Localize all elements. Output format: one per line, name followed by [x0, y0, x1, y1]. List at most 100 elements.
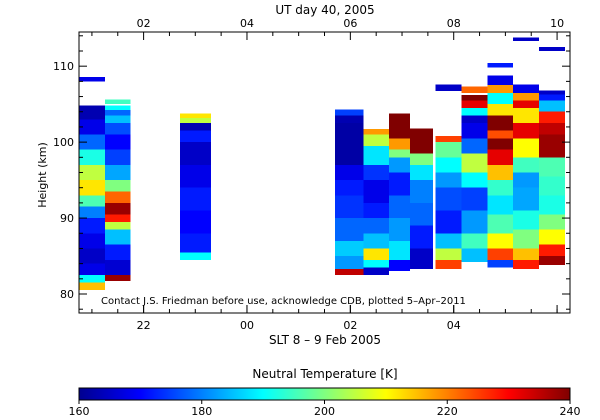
- heatmap-cell: [334, 123, 364, 165]
- heatmap-cell: [487, 75, 514, 86]
- bottom-axis-title: SLT 8 – 9 Feb 2005: [269, 333, 381, 347]
- heatmap-cell: [487, 180, 514, 196]
- heatmap-cell: [79, 263, 105, 276]
- heatmap-cell: [461, 210, 488, 234]
- heatmap-cell: [79, 105, 105, 120]
- heatmap-cell: [389, 113, 410, 139]
- heatmap-cell: [461, 123, 488, 139]
- heatmap-cell: [513, 84, 539, 93]
- colorbar-tick-label: 160: [69, 405, 90, 418]
- heatmap-cell: [538, 229, 565, 245]
- heatmap-cell: [104, 115, 131, 124]
- colorbar-tick-label: 220: [437, 405, 458, 418]
- heatmap-cell: [79, 233, 105, 249]
- heatmap-cell: [363, 164, 390, 181]
- heatmap-cell: [104, 214, 131, 222]
- heatmap-cell: [435, 248, 462, 260]
- heatmap-cell: [79, 206, 105, 219]
- heatmap-cell: [409, 180, 434, 203]
- heatmap-cell: [79, 180, 105, 196]
- heatmap-cell: [487, 115, 514, 131]
- heatmap-cell: [538, 244, 565, 257]
- heatmap-cell: [363, 202, 390, 219]
- heatmap-cell: [389, 240, 410, 260]
- heatmap-cell: [487, 259, 514, 268]
- heatmap-cell: [538, 195, 565, 215]
- heatmap-cell: [363, 248, 390, 260]
- heatmap-cell: [513, 157, 539, 173]
- heatmap-cell: [104, 164, 131, 181]
- heatmap-cell: [334, 240, 364, 257]
- heatmap-cell: [461, 95, 488, 101]
- heatmap-cell: [79, 218, 105, 234]
- heatmap-cell: [435, 187, 462, 211]
- heatmap-cell: [179, 130, 211, 143]
- heatmap-cell: [79, 134, 105, 150]
- colorbar-tick-label: 240: [560, 405, 581, 418]
- heatmap-cell: [363, 233, 390, 249]
- heatmap-cell: [513, 123, 539, 139]
- heatmap-cell: [79, 282, 105, 291]
- heatmap-cell: [409, 202, 434, 226]
- top-axis-tick-label: 04: [240, 17, 254, 30]
- heatmap-cell: [363, 129, 390, 135]
- heatmap-cell: [363, 218, 390, 234]
- heatmap-cell: [487, 104, 514, 116]
- heatmap-cell: [409, 164, 434, 181]
- heatmap-cell: [538, 134, 565, 158]
- heatmap-cell: [487, 164, 514, 181]
- heatmap-cell: [79, 275, 105, 283]
- heatmap-cell: [104, 110, 131, 116]
- heatmap-cell: [179, 187, 211, 211]
- heatmap-cell: [435, 157, 462, 173]
- heatmap-cell: [461, 187, 488, 211]
- heatmap-cell: [79, 195, 105, 207]
- heatmap-cell: [104, 202, 131, 215]
- heatmap-cell: [363, 145, 390, 165]
- heatmap-cell: [487, 233, 514, 249]
- heatmap-cell: [104, 149, 131, 165]
- heatmap-cell: [409, 153, 434, 165]
- heatmap-cell: [487, 130, 514, 139]
- heatmap-cell: [513, 100, 539, 108]
- bottom-axis-tick-label: 22: [137, 319, 151, 332]
- y-axis-tick-label: 80: [60, 288, 74, 301]
- heatmap-cell: [179, 113, 211, 118]
- heatmap-cell: [513, 210, 539, 230]
- y-axis-tick-label: 100: [53, 136, 74, 149]
- heatmap-cell: [179, 123, 211, 131]
- heatmap-cell: [334, 180, 364, 196]
- bottom-axis-tick-label: 02: [343, 319, 357, 332]
- heatmap-cell: [435, 259, 462, 269]
- heatmap-cell: [179, 252, 211, 260]
- heatmap-cell: [104, 275, 131, 282]
- bottom-axis-tick-label: 04: [447, 319, 461, 332]
- heatmap-cell: [513, 248, 539, 260]
- y-axis-tick-label: 90: [60, 212, 74, 225]
- heatmap-cell: [79, 164, 105, 181]
- heatmap-cell: [513, 37, 539, 42]
- top-axis-tick-label: 06: [343, 17, 357, 30]
- heatmap-cell: [179, 142, 211, 165]
- heatmap-cell: [104, 191, 131, 203]
- heatmap-cell: [363, 180, 390, 203]
- heatmap-cell: [538, 47, 565, 51]
- heatmap-cell: [461, 107, 488, 116]
- heatmap-cell: [513, 259, 539, 269]
- heatmap-cell: [461, 100, 488, 108]
- heatmap-cell: [389, 149, 410, 158]
- colorbar-tick-label: 200: [314, 405, 335, 418]
- top-axis-tick-label: 08: [447, 17, 461, 30]
- heatmap-cell: [461, 138, 488, 154]
- heatmap-cell: [79, 119, 105, 135]
- heatmap-cell: [334, 256, 364, 269]
- heatmap-cell: [461, 115, 488, 124]
- heatmap-cell: [435, 142, 462, 158]
- heatmap-cell: [79, 248, 105, 264]
- heatmap-cell: [179, 210, 211, 234]
- heatmap-cell: [487, 214, 514, 234]
- heatmap-cell: [513, 229, 539, 249]
- heatmap-cell: [513, 187, 539, 211]
- heatmap-cell: [538, 94, 565, 101]
- heatmap-cell: [79, 149, 105, 165]
